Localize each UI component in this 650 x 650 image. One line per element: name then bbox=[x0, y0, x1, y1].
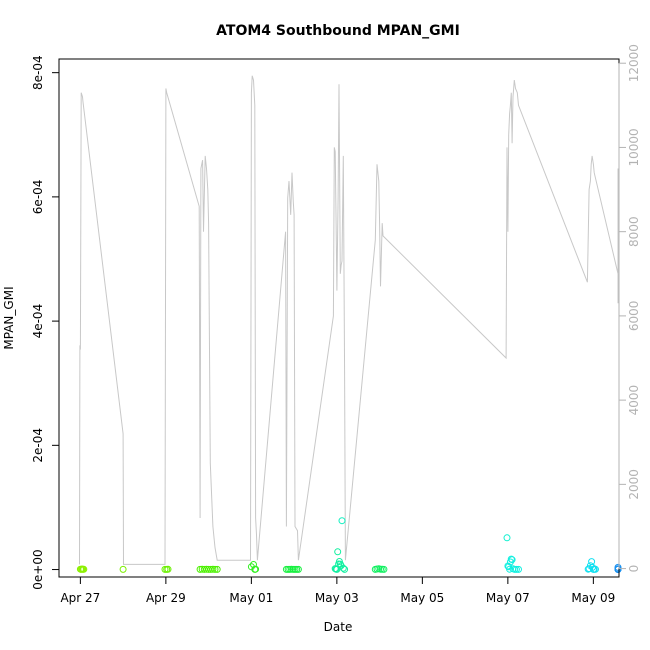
data-point bbox=[334, 548, 342, 556]
data-point bbox=[506, 565, 514, 573]
data-point bbox=[380, 565, 388, 573]
data-point bbox=[252, 565, 260, 573]
y2-tick-label: 12000 bbox=[627, 44, 641, 82]
data-point bbox=[213, 565, 221, 573]
y2-tick-label: 2000 bbox=[627, 469, 641, 500]
x-tick-label: Apr 27 bbox=[60, 591, 100, 605]
y2-tick-label: 6000 bbox=[627, 301, 641, 332]
data-point bbox=[80, 565, 88, 573]
data-point bbox=[164, 565, 172, 573]
x-tick-label: May 01 bbox=[229, 591, 273, 605]
data-point bbox=[515, 565, 522, 573]
data-points-layer bbox=[76, 517, 622, 573]
x-axis: Apr 27 Apr 29 May 01 May 03 May 05 May 07 May … bbox=[60, 576, 615, 605]
altitude-line bbox=[79, 75, 619, 565]
y-tick-label: 8e-04 bbox=[31, 55, 45, 90]
y-tick-label: 2e-04 bbox=[31, 428, 45, 463]
data-point bbox=[503, 534, 511, 542]
y2-tick-label: 10000 bbox=[627, 128, 641, 166]
altitude-line-layer bbox=[79, 75, 619, 565]
data-point bbox=[588, 558, 596, 566]
chart-title: ATOM4 Southbound MPAN_GMI bbox=[216, 23, 460, 39]
y-axis-right: 0 2000 4000 6000 8000 10000 12000 bbox=[618, 44, 641, 573]
data-point bbox=[508, 556, 516, 564]
y2-tick-label: 8000 bbox=[627, 216, 641, 247]
data-point bbox=[119, 565, 127, 573]
x-tick-label: May 05 bbox=[400, 591, 444, 605]
data-point bbox=[338, 517, 346, 525]
y2-tick-label: 4000 bbox=[627, 385, 641, 416]
y-tick-label: 0e+00 bbox=[31, 549, 45, 589]
data-point bbox=[614, 563, 622, 571]
y-axis-left: 0e+00 2e-04 4e-04 6e-04 8e-04 bbox=[31, 55, 60, 590]
data-point bbox=[339, 564, 347, 572]
data-point bbox=[209, 565, 217, 573]
y-tick-label: 6e-04 bbox=[31, 180, 45, 215]
data-point bbox=[294, 565, 302, 573]
x-tick-label: Apr 29 bbox=[146, 591, 186, 605]
data-point bbox=[341, 565, 349, 573]
y-tick-label: 4e-04 bbox=[31, 304, 45, 339]
data-point bbox=[211, 565, 219, 573]
data-point bbox=[592, 565, 599, 573]
data-point bbox=[614, 565, 622, 573]
x-tick-label: May 09 bbox=[571, 591, 615, 605]
y-axis-label: MPAN_GMI bbox=[2, 286, 16, 349]
data-point bbox=[507, 555, 515, 563]
y2-tick-label: 0 bbox=[627, 565, 641, 573]
x-tick-label: May 03 bbox=[315, 591, 359, 605]
x-tick-label: May 07 bbox=[486, 591, 530, 605]
data-point bbox=[512, 565, 520, 573]
x-axis-label: Date bbox=[324, 620, 353, 634]
